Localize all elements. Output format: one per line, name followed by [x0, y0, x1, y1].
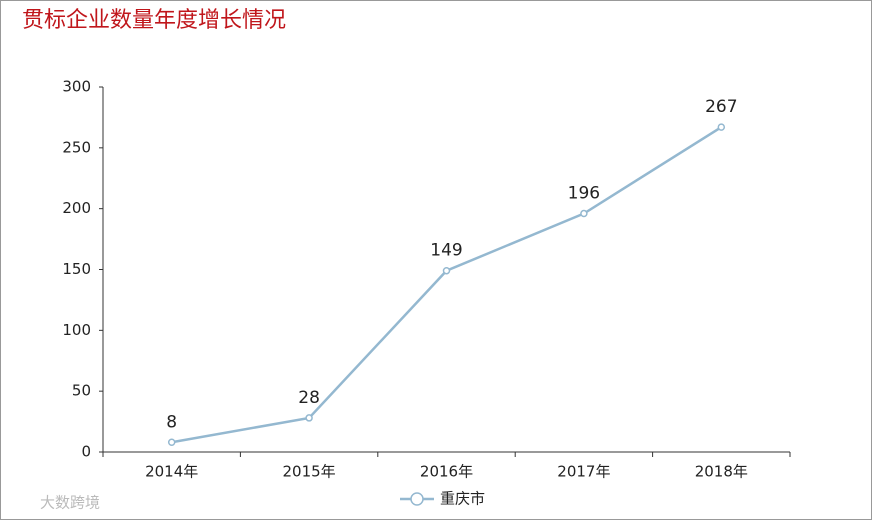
y-tick-label: 300: [62, 78, 91, 96]
x-tick-label: 2016年: [420, 463, 473, 481]
y-tick-label: 150: [62, 260, 91, 278]
x-tick-label: 2017年: [557, 463, 610, 481]
y-tick-label: 0: [81, 443, 91, 461]
y-tick-label: 50: [72, 382, 91, 400]
legend-label: 重庆市: [440, 490, 485, 508]
point: [717, 123, 726, 131]
point: [305, 414, 313, 422]
legend-marker: [410, 492, 424, 506]
data-label: 8: [166, 412, 177, 432]
data-label: 149: [430, 241, 462, 261]
chart-title: 贯标企业数量年度增长情况: [22, 8, 286, 33]
x-tick-label: 2018年: [695, 463, 748, 481]
x-tick-label: 2015年: [283, 463, 336, 481]
data-label: 267: [705, 97, 737, 117]
watermark: 大数跨境: [40, 494, 100, 512]
point: [580, 209, 588, 218]
y-tick-label: 200: [62, 199, 91, 217]
y-tick-label: 250: [62, 138, 91, 156]
point: [442, 266, 451, 275]
point: [167, 438, 176, 447]
x-tick-label: 2014年: [145, 463, 198, 481]
data-label: 196: [568, 184, 600, 204]
y-tick-label: 100: [62, 321, 91, 339]
data-label: 28: [298, 388, 320, 408]
